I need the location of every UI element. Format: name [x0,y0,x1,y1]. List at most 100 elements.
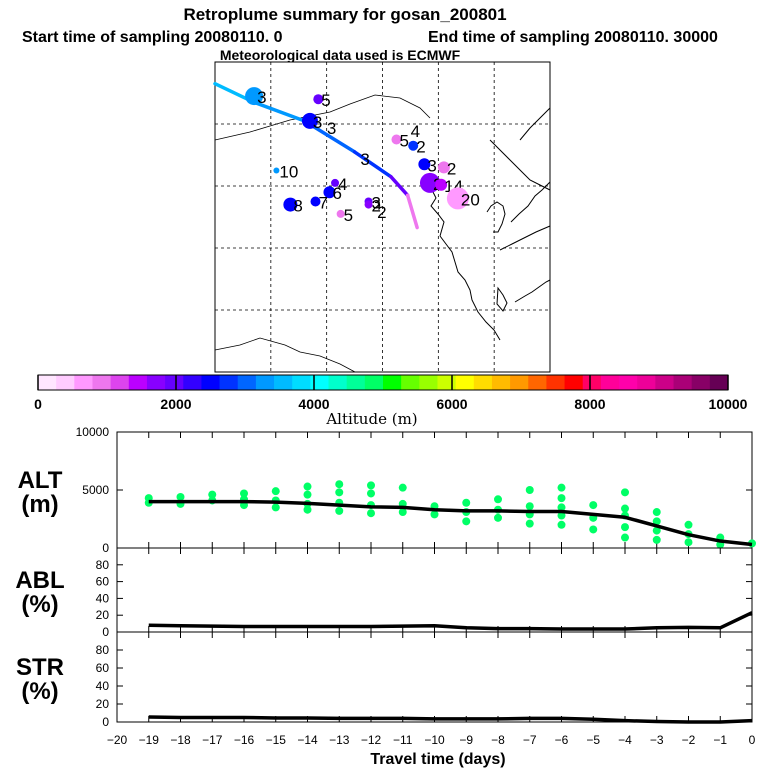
colorbar-swatch-35 [673,375,693,390]
colorbar-swatch-20 [401,375,420,390]
marker-dot-8 [418,158,431,171]
scatter-point-0-29 [462,517,471,526]
colorbar-swatch-25 [491,375,511,390]
x-tick-label-17: −3 [650,733,664,747]
y-tick-label-2-0: 0 [102,715,109,729]
x-tick-label-8: −12 [361,733,382,747]
marker-dot-10 [273,167,280,174]
scatter-point-0-26 [398,483,407,492]
colorbar-swatch-29 [564,375,584,390]
marker-dot-14 [283,197,298,212]
coastline-north [489,139,551,191]
colorbar-swatch-16 [328,375,348,390]
marker-label-5: 4 [411,122,420,141]
marker-dot-21 [446,187,469,210]
marker-dot-0 [245,87,264,106]
coastline-japan-south [499,225,551,251]
scatter-point-0-39 [557,520,566,529]
y-tick-label-2-4: 80 [96,643,110,657]
scatter-point-0-56 [684,538,693,547]
trajectory-segment-4 [389,174,410,198]
x-tick-label-20: 0 [749,733,756,747]
x-axis-label: Travel time (days) [370,751,505,768]
x-tick-label-18: −2 [682,733,696,747]
series-line-1 [148,611,753,631]
colorbar-swatch-8 [183,375,202,390]
scatter-point-0-54 [652,517,661,526]
colorbar-swatch-34 [655,375,675,390]
colorbar-swatch-22 [437,375,457,390]
x-tick-label-13: −7 [523,733,537,747]
marker-label-15: 3 [372,194,381,213]
colorbar-swatch-21 [419,375,438,390]
border-india [214,337,356,373]
y-tick-label-0-0: 0 [102,541,109,555]
marker-label-3: 3 [327,119,336,138]
y-tick-label-1-1: 20 [96,608,110,622]
colorbar-swatch-28 [546,375,566,390]
x-tick-label-0: −20 [107,733,128,747]
scatter-point-0-51 [621,488,629,497]
colorbar-swatch-32 [619,375,638,390]
x-tick-label-9: −11 [393,733,413,747]
x-tick-label-2: −18 [170,733,191,747]
panel-abl: 0 20 40 60 80 ABL(%) [15,547,753,639]
panel-label-0: ALT [18,467,63,494]
scatter-point-0-14 [303,490,312,499]
colorbar-swatch-27 [528,375,547,390]
y-tick-label-2-2: 40 [96,679,110,693]
colorbar-swatch-14 [292,375,311,390]
x-tick-label-16: −4 [618,733,632,747]
marker-label-1: 5 [321,91,330,110]
marker-label-17: 2 [372,197,381,216]
colorbar-label: Altitude (m) [325,410,417,428]
marker-label-2: 3 [313,113,322,132]
scatter-point-0-52 [652,535,661,544]
coastline-korea [486,201,506,233]
scatter-point-0-34 [494,495,502,504]
trajectory-markers: 3533542332104678322521420 [245,87,480,225]
colorbar-swatch-18 [364,375,384,390]
y-tick-label-0-1: 5000 [82,483,109,497]
panel-unit-2: (%) [21,678,58,705]
marker-label-18: 5 [344,206,353,225]
marker-dot-1 [313,94,324,105]
scatter-point-0-27 [430,510,439,519]
scatter-point-0-40 [557,511,566,520]
start-sampling-text: Start time of sampling 20080110. 0 [22,29,283,46]
series-line-2 [148,715,753,724]
y-tick-label-2-3: 60 [96,661,110,675]
marker-label-12: 6 [332,184,341,203]
panel-frame-2 [116,631,753,723]
colorbar-tick-label-5: 10000 [709,396,748,412]
time-series-panels: 0500010000ALT(m)020406080ABL(%)020406080… [15,425,756,747]
y-tick-label-2-1: 20 [96,697,110,711]
x-tick-label-12: −8 [491,733,505,747]
coastline-philippines [514,279,551,303]
panel-unit-0: (m) [21,491,58,518]
scatter-point-0-22 [367,489,375,498]
scatter-point-0-9 [271,503,280,512]
scatter-point-0-43 [557,483,566,492]
scatter-point-0-24 [398,508,407,517]
scatter-point-0-37 [525,502,534,511]
colorbar-tick-labels: 0 2000 4000 6000 8000 10000 [34,375,748,412]
marker-dot-4 [391,134,402,145]
panel-unit-1: (%) [21,591,58,618]
colorbar-swatch-37 [709,375,729,390]
colorbar-tick-label-0: 0 [34,396,42,412]
x-tick-label-3: −17 [202,733,223,747]
marker-label-10: 10 [279,163,298,182]
scatter-point-0-18 [335,488,344,497]
y-tick-label-1-0: 0 [102,625,109,639]
scatter-point-0-23 [367,481,375,490]
scatter-point-0-20 [367,509,375,518]
marker-dot-13 [310,196,321,207]
marker-label-6: 2 [416,138,425,157]
colorbar-tick-label-2: 4000 [298,396,329,412]
colorbar-swatch-5 [128,375,148,390]
scatter-point-0-47 [621,533,629,542]
scatter-point-0-48 [621,523,629,532]
coastline-taiwan [496,286,508,312]
trajectory-segment-1 [252,100,307,123]
